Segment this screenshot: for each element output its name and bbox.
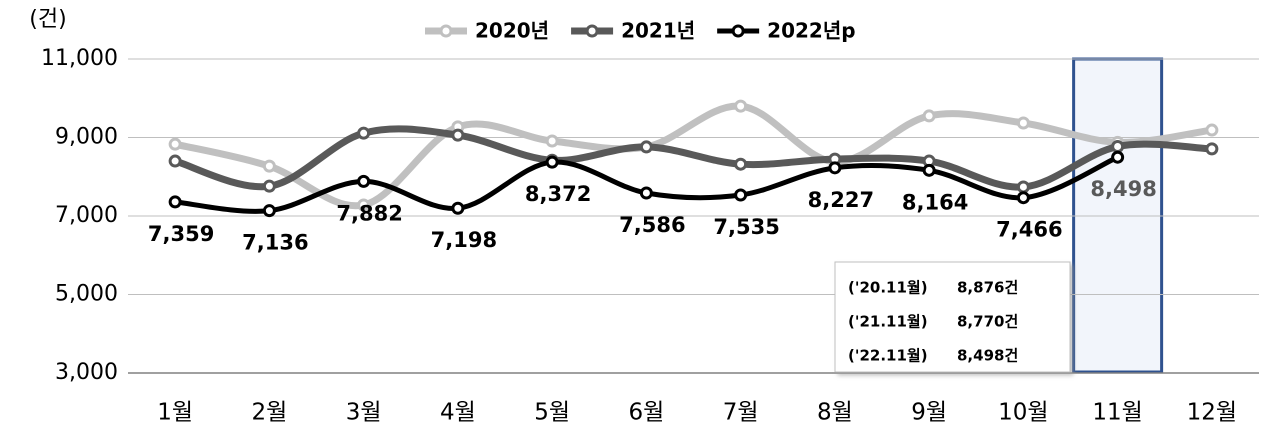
annotation-label: ('21.11월) — [848, 313, 928, 331]
data-label: 8,227 — [808, 188, 874, 212]
point — [1205, 123, 1219, 137]
point — [1111, 140, 1125, 154]
legend-label: 2021년 — [621, 19, 695, 43]
point — [639, 140, 653, 154]
point — [545, 155, 559, 169]
legend-marker — [585, 24, 599, 38]
annotation-value: 8,876건 — [957, 279, 1018, 297]
point — [168, 195, 182, 209]
point — [451, 128, 465, 142]
data-label: 7,359 — [148, 222, 214, 246]
x-tick-label: 7월 — [723, 400, 759, 426]
x-tick-label: 10월 — [998, 400, 1048, 426]
point — [168, 137, 182, 151]
annotation-box — [834, 261, 1071, 373]
series-line — [171, 125, 1216, 191]
point — [545, 134, 559, 148]
legend-label: 2020년 — [475, 19, 549, 43]
y-tick-label: 7,000 — [55, 203, 118, 228]
x-tick-label: 5월 — [534, 400, 570, 426]
data-label: 7,466 — [996, 218, 1062, 242]
annotation-label: ('20.11월) — [848, 279, 928, 297]
point — [262, 179, 276, 193]
data-label: 8,164 — [902, 190, 968, 214]
data-label: 7,535 — [713, 215, 779, 239]
y-tick-label: 5,000 — [55, 282, 118, 307]
point — [168, 154, 182, 168]
x-tick-label: 3월 — [346, 400, 382, 426]
point — [357, 198, 371, 212]
legend-label: 2022년p — [767, 19, 855, 43]
legend-marker — [731, 24, 745, 38]
point — [357, 174, 371, 188]
annotation-value: 8,498건 — [957, 347, 1018, 365]
point — [1016, 116, 1030, 130]
data-label: 7,198 — [431, 228, 497, 252]
point — [734, 99, 748, 113]
data-label: 7,882 — [336, 201, 402, 225]
point — [357, 126, 371, 140]
y-tick-label: 9,000 — [55, 125, 118, 150]
point — [734, 157, 748, 171]
point — [922, 109, 936, 123]
data-label: 7,586 — [619, 213, 685, 237]
x-tick-label: 2월 — [251, 400, 287, 426]
point — [1205, 142, 1219, 156]
point — [262, 159, 276, 173]
x-tick-label: 11월 — [1092, 400, 1142, 426]
point — [1016, 180, 1030, 194]
annotation: ('20.11월) 8,876건 ('21.11월) 8,770건 ('22.11월) 8… — [834, 261, 1071, 373]
point — [451, 201, 465, 215]
annotation-label: ('22.11월) — [848, 347, 928, 365]
data-label: 8,498 — [1090, 177, 1156, 201]
legend-marker — [439, 24, 453, 38]
point — [734, 188, 748, 202]
annotation-value: 8,770건 — [957, 313, 1018, 331]
unit-label: (건) — [29, 7, 66, 32]
y-tick-label: 11,000 — [41, 46, 118, 71]
x-tick-label: 12월 — [1187, 400, 1237, 426]
y-tick-label: 3,000 — [55, 360, 118, 385]
x-tick-label: 6월 — [628, 400, 664, 426]
point — [828, 161, 842, 175]
data-label: 7,136 — [242, 231, 308, 255]
data-label: 8,372 — [525, 182, 591, 206]
x-tick-label: 9월 — [911, 400, 947, 426]
point — [1016, 191, 1030, 205]
point — [922, 163, 936, 177]
x-tick-label: 8월 — [817, 400, 853, 426]
x-tick-label: 4월 — [440, 400, 476, 426]
point — [639, 186, 653, 200]
point — [1111, 150, 1125, 164]
x-tick-label: 1월 — [157, 400, 193, 426]
point — [262, 204, 276, 218]
